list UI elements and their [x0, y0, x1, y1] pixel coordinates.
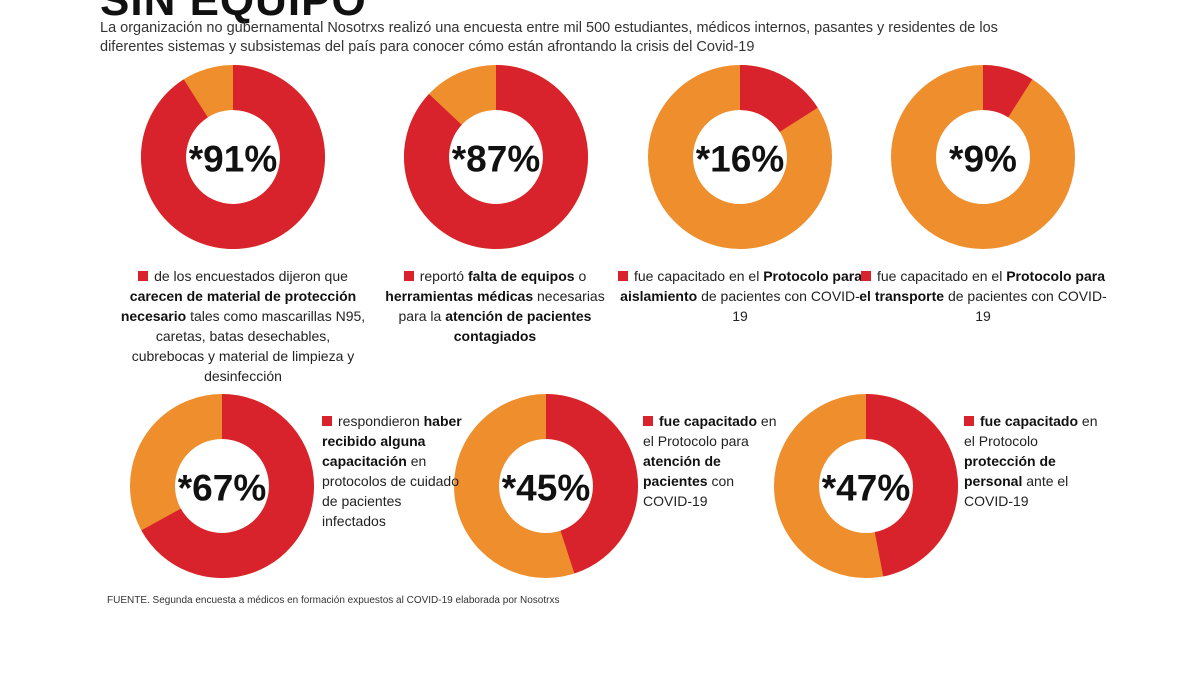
donut-segment [866, 394, 958, 577]
caption: reportó falta de equipos o herramientas … [370, 266, 620, 346]
bullet [138, 271, 149, 281]
percent-label: *16% [696, 139, 784, 180]
caption-text: fue capacitado en el [633, 268, 764, 284]
caption-text: o [574, 268, 587, 284]
bullet [964, 416, 974, 426]
source-note: FUENTE. Segunda encuesta a médicos en fo… [107, 595, 560, 606]
donut-segment [983, 65, 1033, 118]
caption-text: en el Protocolo [964, 413, 1098, 449]
bullet [643, 416, 653, 426]
caption-text: protección de personal [964, 453, 1056, 489]
percent-label: *45% [502, 468, 590, 509]
caption-text: fue capacitado en el [876, 268, 1007, 284]
caption-text: atención de pacientes [643, 453, 721, 489]
donut-segment [546, 394, 638, 574]
caption-text: en protocolos de cuidado de pacientes in… [322, 453, 459, 529]
title: SIN EQUIPO [100, 0, 367, 25]
caption-text: respondieron [338, 413, 424, 429]
caption: respondieron haber recibido alguna capac… [322, 411, 462, 531]
caption: fue capacitado en el Protocolo para aten… [643, 411, 783, 511]
percent-label: *87% [452, 139, 540, 180]
caption-text: Protocolo para el transporte [859, 268, 1105, 304]
caption-text: con COVID-19 [643, 473, 735, 509]
bullet [617, 271, 628, 281]
caption-text: en el Protocolo para [643, 413, 777, 449]
percent-label: *47% [822, 468, 910, 509]
caption-text: carecen de material de protección necesa… [120, 288, 357, 324]
bullet [403, 271, 414, 281]
bullet [860, 271, 871, 281]
caption-text: atención de pacientes contagiados [445, 308, 592, 344]
caption: de los encuestados dijeron que carecen d… [118, 266, 368, 386]
percent-label: *9% [949, 139, 1017, 180]
subtitle: La organización no gubernamental Nosotrx… [100, 20, 998, 55]
caption-text: haber recibido alguna capacita­ción [322, 413, 462, 469]
bullet [322, 416, 332, 426]
percent-label: *67% [178, 468, 266, 509]
donut-segment [141, 65, 325, 249]
caption-text: fue capacitado [659, 413, 758, 429]
caption-text: tales como mascarillas N95, caretas, bat… [131, 308, 366, 384]
caption-text: de los encuestados dijeron que [154, 268, 348, 284]
caption-text: herramientas médicas [385, 288, 534, 304]
donut-segment [404, 65, 589, 250]
caption-text: de pacientes con COVID-19 [944, 288, 1107, 324]
caption-text: fue capacitado [980, 413, 1079, 429]
caption-text: Protocolo para aislamiento [620, 268, 862, 304]
caption-text: ante el COVID-19 [964, 473, 1069, 509]
donut-segment [141, 394, 314, 579]
caption-text: necesarias para la [398, 288, 605, 324]
caption-text: falta de equipos [467, 268, 575, 284]
caption: fue capacitado en el Protocolo para aisl… [615, 266, 865, 326]
caption: fue capacitado en el Protocolo para el t… [858, 266, 1108, 326]
caption-text: de pacientes con COVID-19 [697, 288, 860, 324]
percent-label: *91% [189, 139, 277, 180]
caption-text: reportó [419, 268, 468, 284]
donut-segment [740, 65, 818, 132]
caption: fue capacitado en el Protocolo protecció… [964, 411, 1104, 511]
